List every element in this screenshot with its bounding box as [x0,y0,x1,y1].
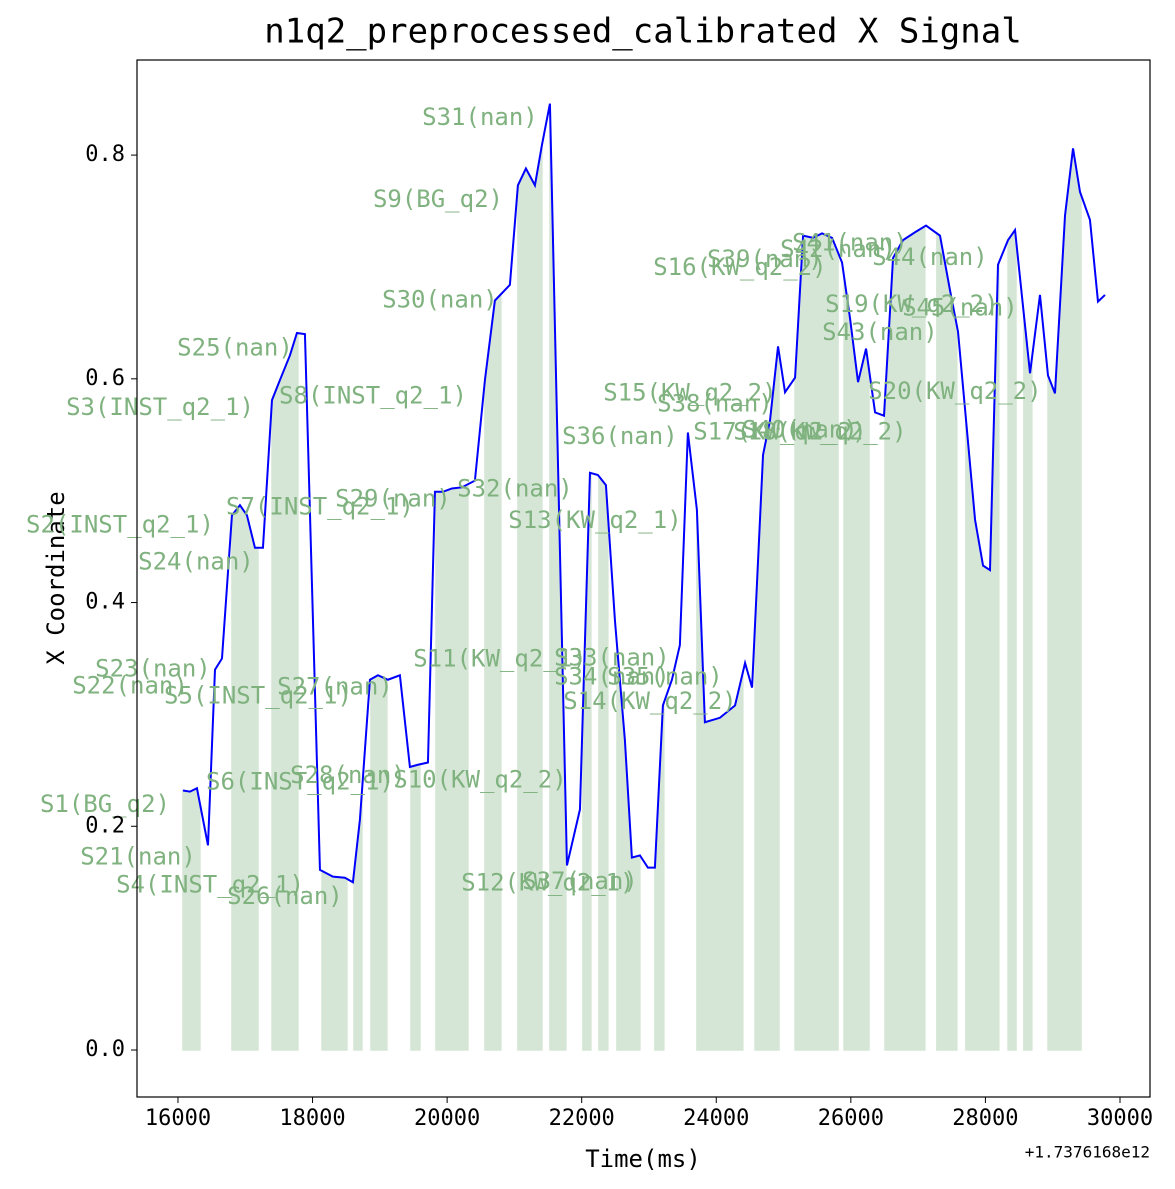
annotation: S10(KW_q2_2) [393,765,566,793]
annotation: S31(nan) [422,103,538,131]
annotation: S34(nan) [554,663,670,691]
annotation: S13(KW_q2_1) [508,506,681,534]
annotation: S35(nan) [607,663,723,691]
annotation: S38(nan) [657,390,773,418]
annotation: S39(nan) [707,245,823,273]
annotation: S41(nan) [792,228,908,256]
highlight-span [1007,227,1017,1051]
highlight-span [182,787,201,1051]
annotation: S4(INST_q2_1) [116,871,304,899]
annotation: S1(BG_q2) [40,790,170,818]
annotation: S42(nan) [780,235,896,263]
annotation: S28(nan) [290,761,406,789]
annotation: S6(INST_q2_1) [206,768,394,796]
annotation: S29(nan) [335,485,451,513]
annotation: S16(KW_q2_2) [653,253,826,281]
highlight-span [410,763,421,1051]
annotation: S43(nan) [822,318,938,346]
annotation: S9(BG_q2) [373,185,503,213]
annotation: S30(nan) [382,286,498,314]
annotation: S37(nan) [522,867,638,895]
annotation: S11(KW_q2_1) [413,645,586,673]
y-axis-label: X Coordinate [42,491,70,664]
x-tick-label: 28000 [952,1106,1018,1131]
highlight-span [517,144,543,1051]
highlight-span [696,509,744,1051]
annotation: S17(KW_q2_2) [693,418,866,446]
x-tick-label: 26000 [818,1106,884,1131]
plot-frame [136,59,1151,1098]
annotation: S23(nan) [95,655,211,683]
annotation: S7(INST_q2_1) [226,492,414,520]
y-tick-label: 0.2 [85,813,125,838]
annotation: S19(KW_q2_2) [825,290,998,318]
annotation: S25(nan) [177,334,293,362]
annotation: S2(INST_q2_1) [26,510,214,538]
x-tick-label: 30000 [1087,1106,1153,1131]
x-tick-label: 18000 [279,1106,345,1131]
annotation: S5(INST_q2_1) [164,682,352,710]
y-tick-label: 0.4 [85,590,125,615]
annotation: S8(INST_q2_1) [279,382,467,410]
x-axis-label: Time(ms) [585,1145,701,1173]
annotation: S44(nan) [872,243,988,271]
x-tick-label: 16000 [145,1106,211,1131]
highlight-span [1023,314,1033,1051]
x-tick-label: 24000 [683,1106,749,1131]
x-tick-label: 20000 [414,1106,480,1131]
highlight-span [884,224,926,1051]
highlight-span [370,674,388,1051]
annotation: S24(nan) [138,547,254,575]
highlight-span [754,346,780,1051]
chart-title: n1q2_preprocessed_calibrated X Signal [264,12,1021,52]
highlight-span [936,231,958,1051]
highlight-span [654,702,665,1051]
annotation: S36(nan) [562,422,678,450]
signal-line [182,103,1106,884]
annotation: S45(nan) [902,293,1018,321]
annotation: S26(nan) [227,882,343,910]
x-offset-label: +1.7376168e12 [1025,1143,1150,1162]
highlight-span [598,474,609,1051]
highlight-span [794,232,839,1051]
annotation: S14(KW_q2_2) [563,687,736,715]
annotation: S32(nan) [457,475,573,503]
x-tick-label: 22000 [549,1106,615,1131]
annotation: S33(nan) [554,643,670,671]
annotation: S22(nan) [72,671,188,699]
annotation: S20(KW_q2_2) [868,377,1041,405]
y-tick-label: 0.6 [85,366,125,391]
annotation: S21(nan) [80,843,196,871]
annotation: S3(INST_q2_1) [66,393,254,421]
annotation: S18(KW_q2_2) [733,418,906,446]
annotation: S40(nan) [742,415,858,443]
annotation: S27(nan) [277,673,393,701]
y-tick-label: 0.8 [85,142,125,167]
annotation: S15(KW_q2_2) [603,378,776,406]
y-tick-label: 0.0 [85,1037,125,1062]
highlight-span [843,276,870,1051]
annotation: S12(KW_q2_1) [461,868,634,896]
highlight-span [1047,148,1082,1051]
